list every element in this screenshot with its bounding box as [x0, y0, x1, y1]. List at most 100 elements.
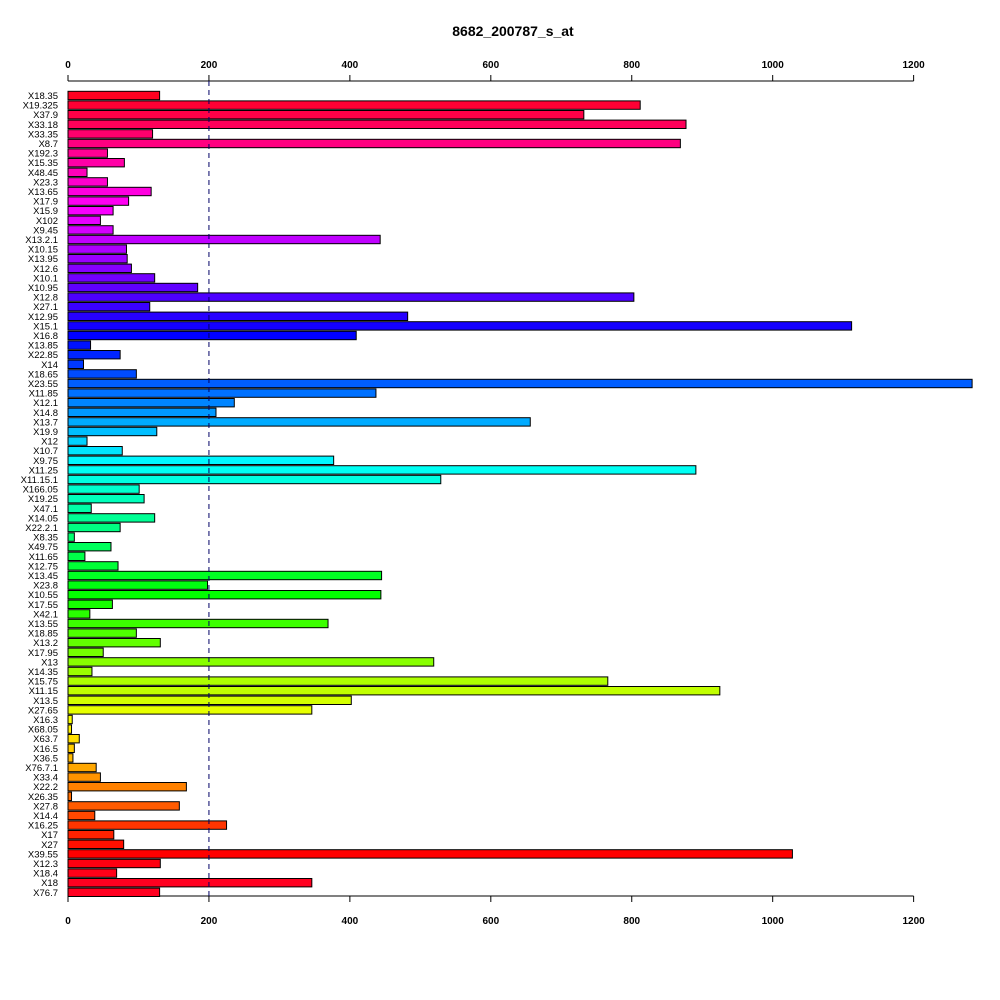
category-label: X11.65 — [29, 552, 58, 563]
bar-X36.5 — [67, 753, 74, 763]
bar-X23.3 — [67, 177, 108, 187]
category-label: X17.55 — [28, 600, 58, 611]
category-label: X17 — [41, 830, 58, 841]
bar-X22.2 — [67, 782, 187, 792]
category-label: X19.325 — [23, 101, 58, 112]
category-label: X27.8 — [33, 801, 58, 812]
bar-X12.3 — [67, 858, 161, 869]
bar-X17.9 — [67, 196, 130, 206]
category-label: X9.75 — [33, 456, 58, 467]
bar-X18.85 — [67, 628, 137, 638]
category-label: X27.1 — [33, 302, 58, 313]
bar-X12.6 — [67, 263, 132, 274]
category-label: X15.9 — [33, 206, 58, 217]
bar-X192.3 — [67, 148, 108, 158]
category-label: X14.35 — [28, 667, 58, 678]
category-label: X36.5 — [33, 753, 58, 764]
category-label: X12.75 — [28, 561, 58, 572]
bar-X39.55 — [67, 849, 793, 859]
category-label: X18.4 — [33, 869, 58, 880]
bars-group — [67, 90, 973, 897]
category-label: X192.3 — [28, 149, 58, 160]
bar-X11.85 — [67, 388, 377, 398]
bar-X63.7 — [67, 734, 80, 744]
category-label: X8.7 — [38, 139, 58, 150]
bar-X27.65 — [67, 705, 313, 715]
bar-X13.2.1 — [67, 234, 381, 245]
bar-X17.55 — [67, 599, 113, 609]
bar-X12.95 — [67, 311, 409, 322]
category-label: X12.3 — [33, 859, 58, 870]
category-label: X166.05 — [23, 485, 58, 496]
category-label: X27 — [41, 840, 58, 851]
bar-X27.8 — [67, 801, 180, 811]
category-label: X15.75 — [28, 677, 58, 688]
bar-X10.1 — [67, 273, 156, 283]
bar-X15.9 — [67, 206, 114, 216]
bar-X13.7 — [67, 417, 531, 427]
bar-X12.75 — [67, 561, 119, 571]
category-label: X16.3 — [33, 715, 58, 726]
category-label: X48.45 — [28, 168, 58, 179]
category-label: X17.9 — [33, 197, 58, 208]
bar-X42.1 — [67, 609, 91, 619]
bar-X16.5 — [67, 743, 75, 753]
bar-X17.95 — [67, 647, 104, 657]
bar-X27 — [67, 839, 125, 849]
bar-X13.65 — [67, 186, 152, 197]
category-label: X23.8 — [33, 581, 58, 592]
bar-X22.2.1 — [67, 522, 121, 533]
category-label: X17.95 — [28, 648, 58, 659]
category-label: X16.8 — [33, 331, 58, 342]
category-label: X8.35 — [33, 533, 58, 544]
category-label: X39.55 — [28, 849, 58, 860]
bar-X14.35 — [67, 666, 93, 677]
category-label: X12.1 — [33, 398, 58, 409]
category-label: X10.1 — [33, 273, 58, 284]
category-label: X12.95 — [28, 312, 58, 323]
category-label: X13.7 — [33, 417, 58, 428]
bar-X8.35 — [67, 532, 75, 542]
category-label: X37.9 — [33, 110, 58, 121]
category-label: X102 — [36, 216, 58, 227]
bar-X13.2 — [67, 638, 161, 648]
bar-X16.25 — [67, 820, 228, 830]
bottom-axis-tick-label: 800 — [623, 916, 640, 927]
bar-X76.7 — [67, 887, 161, 897]
bottom-axis-tick-label: 400 — [342, 916, 359, 927]
category-label: X23.55 — [28, 379, 58, 390]
bar-X11.25 — [67, 465, 697, 475]
bar-X16.8 — [67, 330, 357, 341]
category-label: X13 — [41, 657, 58, 668]
bar-X13.45 — [67, 570, 383, 581]
bar-X76.7.1 — [67, 762, 97, 773]
top-axis-tick-label: 1200 — [903, 60, 926, 71]
category-label: X27.65 — [28, 705, 58, 716]
category-label: X76.7.1 — [25, 763, 58, 774]
bar-X33.35 — [67, 129, 154, 139]
category-label: X16.25 — [28, 821, 58, 832]
bar-X18.35 — [67, 90, 161, 101]
bar-X14.8 — [67, 407, 217, 418]
category-label: X12.6 — [33, 264, 58, 275]
bar-X10.95 — [67, 282, 199, 293]
category-label: X22.2.1 — [25, 523, 58, 534]
bar-X33.4 — [67, 772, 101, 782]
bar-X11.15.1 — [67, 474, 442, 485]
bar-X15.75 — [67, 676, 609, 686]
category-label: X15.35 — [28, 158, 58, 169]
top-axis-tick-label: 400 — [342, 60, 359, 71]
top-x-axis: 0 200 400 600 800 1000 1200 — [65, 60, 926, 82]
category-label: X33.4 — [33, 773, 58, 784]
category-label: X26.35 — [28, 792, 58, 803]
category-label: X13.85 — [28, 341, 58, 352]
top-axis-tick-label: 600 — [482, 60, 499, 71]
category-label: X23.3 — [33, 177, 58, 188]
bar-X68.05 — [67, 724, 73, 734]
category-label: X9.45 — [33, 225, 58, 236]
bar-X14.4 — [67, 810, 96, 821]
bottom-axis-tick-label: 0 — [65, 916, 71, 927]
bottom-axis-tick-label: 1000 — [762, 916, 785, 927]
